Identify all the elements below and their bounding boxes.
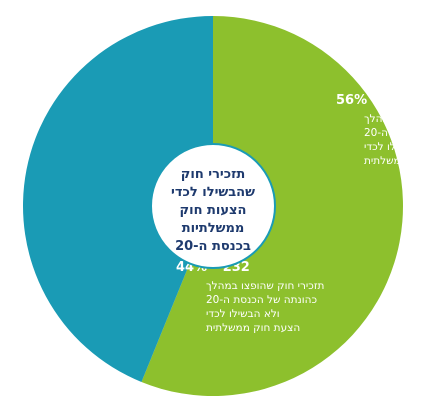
slice-desc-line: הצעת חוק ממשלתית [364,155,432,167]
center-title-line: הצעות חוק [180,203,247,218]
slice-desc-line: כהונתה של הכנסת ה-20 [364,127,432,139]
center-title-line: תזכירי חוק [181,167,245,182]
slice-desc-line: והבשילו לכדי [364,141,421,153]
center-circle [150,143,276,269]
slice-desc-line: תזכירי חוק שהופצו במהלך [364,113,432,125]
slice-desc-line: ולא הבשילו לכדי [206,308,280,320]
slice-desc-line: הצעת חוק ממשלתית [206,322,300,334]
center-title-line: שהבשילו לכדי [171,185,255,200]
slice-value-label: 297 – 56% [336,93,410,108]
center-title-line: בכנסת ה-20 [175,239,251,254]
center-label: תזכירי חוק שהבשילו לכדי הצעות חוק ממשלתי… [150,143,276,269]
pie-slice-teal [22,16,214,383]
slice-label-teal: 232 – 44% תזכירי חוק שהופצו במהלך כהונתה… [176,260,324,334]
slice-label-green: 297 – 56% תזכירי חוק שהופצו במהלך כהונתה… [336,93,432,167]
center-title-line: ממשלתיות [182,221,245,236]
slice-desc-line: כהונתה של הכנסת ה-20 [206,294,317,306]
slice-desc-line: תזכירי חוק שהופצו במהלך [206,280,324,292]
